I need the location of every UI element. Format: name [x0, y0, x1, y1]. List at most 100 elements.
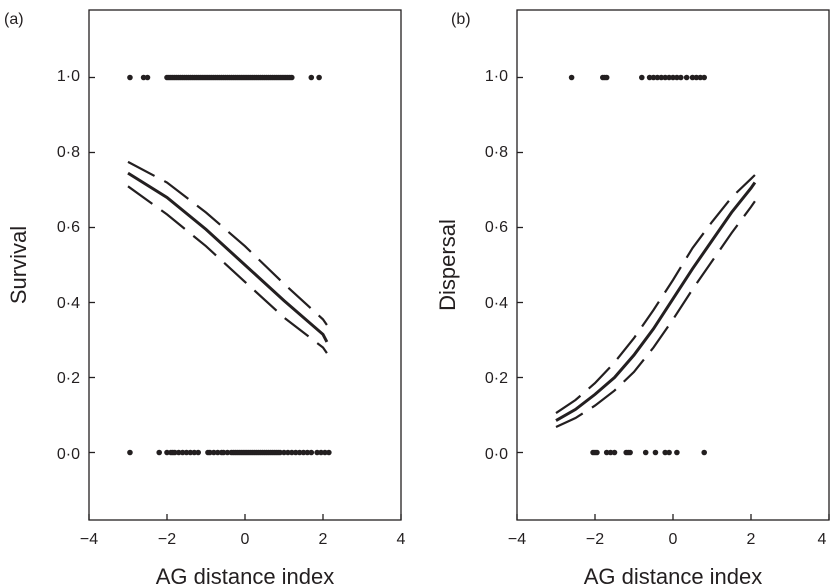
plot-frame-b — [516, 9, 830, 521]
data-point — [156, 449, 162, 456]
data-point — [607, 449, 614, 456]
data-point — [300, 449, 307, 456]
y-axis-label-b: Dispersal — [435, 219, 460, 311]
data-point — [662, 449, 668, 456]
data-point — [568, 74, 575, 81]
data-point — [144, 74, 151, 81]
data-point — [207, 449, 213, 456]
data-point — [603, 74, 610, 81]
data-point — [281, 449, 287, 456]
data-point — [650, 74, 657, 81]
data-point — [304, 449, 311, 456]
data-point — [693, 74, 700, 81]
ci-upper-line — [127, 160, 328, 326]
data-point — [678, 74, 684, 81]
data-point — [183, 449, 190, 456]
panel-a: (a) 0·0 0·2 0·4 0·6 0·8 1·0 −4 −2 0 2 4 … — [4, 9, 406, 588]
data-points-b — [568, 74, 707, 456]
xtick-label: −2 — [586, 531, 604, 548]
data-point — [683, 74, 690, 81]
fit-curves-a — [127, 160, 329, 354]
x-axis-label-a: AG distance index — [156, 564, 335, 588]
data-point — [214, 449, 221, 456]
tick-marks-b — [516, 76, 830, 520]
data-point — [701, 449, 707, 456]
data-point — [318, 449, 324, 456]
data-point — [195, 449, 201, 456]
data-point — [308, 74, 315, 81]
data-point — [689, 74, 696, 81]
data-point — [187, 449, 194, 456]
ytick-label: 0·4 — [485, 295, 508, 312]
tick-labels-b: 0·0 0·2 0·4 0·6 0·8 1·0 −4 −2 0 2 4 — [485, 68, 827, 548]
data-point — [322, 449, 328, 456]
xtick-label: 0 — [669, 531, 678, 548]
data-point — [670, 74, 676, 81]
ytick-label: 1·0 — [57, 68, 80, 85]
data-point — [594, 449, 600, 456]
xtick-label: −2 — [158, 531, 176, 548]
ci-upper-line — [555, 174, 756, 415]
data-point — [220, 449, 227, 456]
xtick-label: 2 — [319, 531, 328, 548]
data-point — [654, 74, 661, 81]
xtick-label: −4 — [80, 531, 98, 548]
panel-b: (b) 0·0 0·2 0·4 0·6 0·8 1·0 −4 −2 0 2 4 … — [435, 9, 830, 588]
data-point — [164, 449, 170, 456]
data-point — [224, 449, 231, 456]
panel-label-b: (b) — [451, 11, 471, 28]
data-point — [611, 449, 618, 456]
data-point — [179, 449, 186, 456]
data-point — [674, 449, 680, 456]
ytick-label: 1·0 — [485, 68, 508, 85]
data-point — [127, 449, 133, 456]
xtick-label: 0 — [241, 531, 250, 548]
ytick-label: 0·4 — [57, 295, 80, 312]
data-point — [314, 449, 320, 456]
fit-curves-b — [555, 174, 757, 428]
data-point — [289, 74, 295, 81]
data-point — [639, 74, 645, 81]
panel-label-a: (a) — [4, 11, 24, 28]
ci-lower-line — [127, 185, 328, 354]
data-point — [292, 449, 299, 456]
xtick-label: 2 — [747, 531, 756, 548]
ytick-label: 0·0 — [57, 446, 80, 463]
data-point — [308, 449, 315, 456]
xtick-label: 4 — [397, 531, 406, 548]
data-point — [296, 449, 303, 456]
data-point — [172, 449, 178, 456]
ytick-label: 0·2 — [57, 370, 80, 387]
data-point — [140, 74, 147, 81]
data-point — [666, 74, 672, 81]
data-point — [642, 449, 649, 456]
data-point — [701, 74, 707, 81]
data-points-a — [127, 74, 332, 456]
xtick-label: 4 — [818, 531, 827, 548]
data-point — [211, 449, 217, 456]
data-point — [127, 74, 133, 81]
ytick-label: 0·8 — [57, 144, 80, 161]
data-point — [191, 449, 198, 456]
data-point — [658, 74, 665, 81]
data-point — [662, 74, 668, 81]
fitted-line — [127, 171, 329, 343]
fitted-line — [555, 181, 757, 422]
data-point — [277, 449, 283, 456]
x-axis-label-b: AG distance index — [584, 564, 763, 588]
ytick-label: 0·8 — [485, 144, 508, 161]
ci-lower-line — [555, 200, 756, 428]
y-axis-label-a: Survival — [6, 226, 31, 304]
data-point — [646, 74, 653, 81]
data-point — [285, 449, 291, 456]
tick-marks-a — [88, 76, 402, 520]
data-point — [697, 74, 704, 81]
ytick-label: 0·2 — [485, 370, 508, 387]
ytick-label: 0·6 — [57, 219, 80, 236]
tick-labels-a: 0·0 0·2 0·4 0·6 0·8 1·0 −4 −2 0 2 4 — [57, 68, 406, 548]
ytick-label: 0·6 — [485, 219, 508, 236]
data-point — [666, 449, 672, 456]
data-point — [175, 449, 182, 456]
data-point — [289, 449, 295, 456]
